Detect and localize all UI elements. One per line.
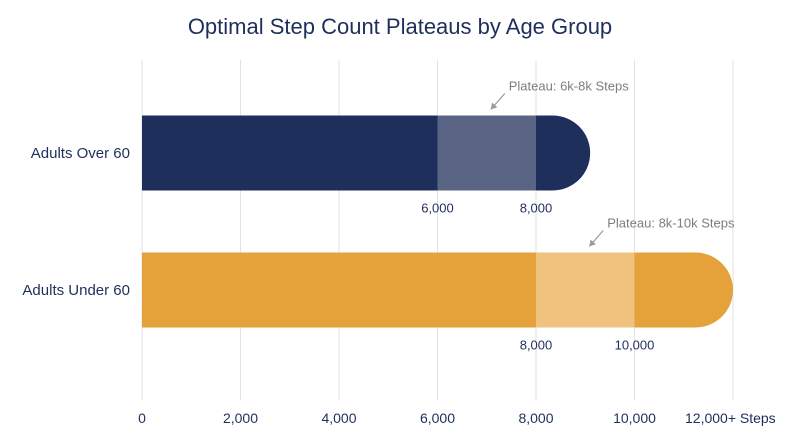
category-label: Adults Under 60 — [22, 282, 130, 299]
x-tick-label: 4,000 — [321, 410, 356, 426]
bar-under-60 — [142, 252, 733, 328]
plateau-band — [536, 252, 635, 328]
category-label: Adults Over 60 — [31, 145, 130, 162]
x-tick-label: 6,000 — [420, 410, 455, 426]
annotation-arrowhead — [490, 102, 498, 110]
plateau-end-label: 10,000 — [615, 338, 655, 353]
x-tick-label: 10,000 — [613, 410, 656, 426]
plateau-start-label: 6,000 — [421, 201, 454, 216]
plateau-annotation: Plateau: 6k-8k Steps — [509, 79, 629, 94]
plateau-annotation: Plateau: 8k-10k Steps — [607, 216, 735, 231]
annotation-arrowhead — [589, 239, 596, 247]
bars: Adults Over 60 6,000 8,000 Plateau: 6k-8k S… — [22, 79, 735, 353]
plateau-end-label: 8,000 — [520, 201, 553, 216]
x-tick-label: 12,000+ Steps — [685, 410, 776, 426]
x-tick-label: 2,000 — [223, 410, 258, 426]
x-tick-label: 0 — [138, 410, 146, 426]
x-axis: 0 2,000 4,000 6,000 8,000 10,000 12,000+ Steps — [138, 410, 776, 426]
chart-title: Optimal Step Count Plateaus by Age Group — [188, 14, 612, 39]
plateau-band — [437, 115, 536, 191]
plateau-start-label: 8,000 — [520, 338, 553, 353]
x-tick-label: 8,000 — [518, 410, 553, 426]
